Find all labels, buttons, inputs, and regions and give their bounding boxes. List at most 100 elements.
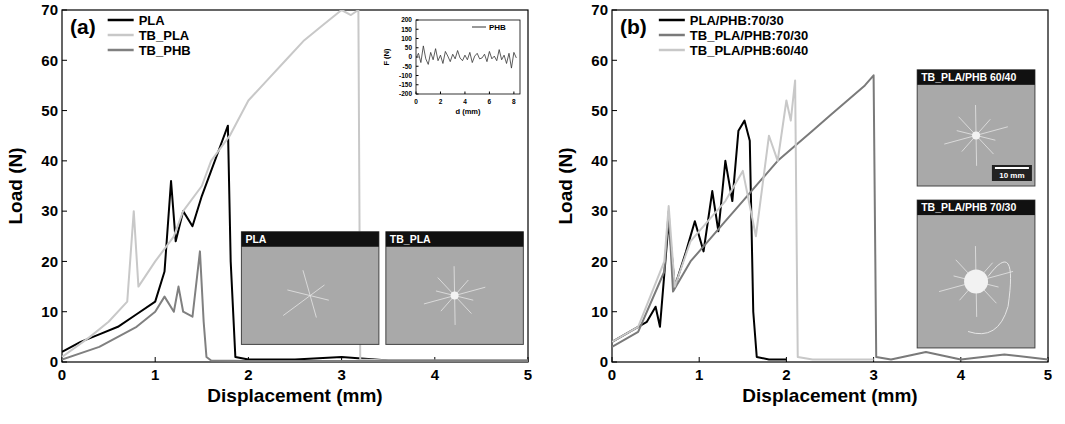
x-tick-label: 4 [463, 98, 467, 105]
y-tick-label: 70 [41, 1, 58, 18]
impact-spot [451, 292, 459, 300]
x-axis-title: d (mm) [456, 107, 482, 116]
series-group [416, 46, 516, 68]
photo [917, 70, 1035, 186]
legend-swatch [108, 19, 134, 22]
crack [455, 287, 486, 295]
x-tick-label: 6 [488, 98, 492, 105]
y-tick [416, 66, 419, 67]
y-tick-label: 0 [50, 353, 58, 370]
y-tick-label: 50 [591, 102, 608, 119]
panel: 012345010203040506070Displacement (mm)Lo… [555, 1, 1052, 406]
legend-label: TB_PLA/PHB:60/40 [690, 43, 808, 58]
plot-frame [612, 10, 1048, 362]
y-tick [612, 362, 617, 363]
x-tick-label: 1 [151, 366, 159, 383]
crack [454, 266, 456, 295]
photo-inset: TB_PLA/PHB 60/40 10 mm [917, 70, 1035, 186]
y-axis-title: Load (N) [5, 147, 26, 224]
photo-label: TB_PLA/PHB 60/40 [921, 71, 1016, 83]
y-tick-label: 60 [41, 52, 58, 69]
inset-background [380, 15, 524, 119]
photo-inset: PLA [241, 232, 378, 345]
x-tick-label: 2 [782, 366, 790, 383]
x-tick [440, 92, 441, 95]
y-tick [612, 261, 617, 262]
legend-label: TB_PLA/PHB:70/30 [690, 28, 808, 43]
x-tick-label: 2 [439, 98, 443, 105]
legend-swatch [108, 34, 134, 37]
y-tick-label: 70 [591, 1, 608, 18]
panel: 012345010203040506070Displacement (mm)Lo… [5, 1, 532, 406]
crack [968, 262, 1010, 334]
x-tick [513, 92, 514, 95]
y-tick [416, 20, 419, 21]
y-tick [416, 38, 419, 39]
y-tick [416, 84, 419, 85]
x-tick [699, 357, 700, 362]
crack [310, 285, 324, 296]
y-tick [62, 110, 67, 111]
y-tick [612, 110, 617, 111]
y-tick-label: 0 [600, 353, 608, 370]
inset-chart: 02468-200-150-100-50050100150200d (mm)F … [380, 15, 524, 119]
scale-label: 10 mm [999, 171, 1024, 180]
x-tick-label: 4 [431, 366, 440, 383]
impact-spot [964, 270, 988, 294]
y-tick-label: -50 [403, 63, 413, 70]
x-tick [155, 357, 156, 362]
impact-spot [972, 131, 980, 139]
y-tick-label: 20 [591, 253, 608, 270]
photo [241, 232, 378, 345]
x-tick-label: 3 [869, 366, 877, 383]
photo [917, 200, 1035, 348]
y-tick-label: -150 [399, 81, 412, 88]
x-axis-title: Displacement (mm) [207, 385, 382, 406]
series-group [62, 10, 528, 361]
y-tick-label: 40 [591, 152, 608, 169]
x-tick [489, 92, 490, 95]
scale-bar [995, 167, 1029, 169]
photo-inset: TB_PLA [386, 232, 523, 345]
y-tick [62, 311, 67, 312]
legend-swatch [659, 49, 685, 52]
y-tick [612, 160, 617, 161]
panel-label: (a) [70, 15, 96, 38]
crack [944, 135, 976, 144]
crack [310, 296, 329, 301]
y-tick [416, 47, 419, 48]
panel-label: (b) [620, 15, 647, 38]
crack [310, 296, 316, 318]
x-tick-label: 0 [414, 98, 418, 105]
y-tick [612, 60, 617, 61]
y-tick-label: 60 [591, 52, 608, 69]
x-tick-label: 3 [337, 366, 345, 383]
series-line [612, 121, 786, 360]
crack [454, 296, 456, 325]
x-tick-label: 4 [957, 366, 966, 383]
x-tick-label: 1 [695, 366, 703, 383]
photo-header [386, 232, 523, 247]
y-tick-label: 10 [591, 303, 608, 320]
series-line [62, 10, 528, 360]
crack [975, 105, 977, 135]
photo-header [917, 70, 1035, 85]
y-tick [62, 362, 67, 363]
legend-swatch [659, 34, 685, 37]
y-tick [62, 160, 67, 161]
crack [976, 135, 978, 165]
y-tick-label: 50 [405, 44, 413, 51]
legend-label: PLA [139, 13, 166, 28]
y-tick [612, 10, 617, 11]
photo-label: PLA [245, 233, 266, 245]
crack [303, 270, 310, 295]
x-tick-label: 0 [608, 366, 616, 383]
photo-header [241, 232, 378, 247]
photo [386, 232, 523, 345]
y-tick-label: 30 [591, 202, 608, 219]
scale-box [992, 165, 1032, 181]
y-tick-label: -200 [399, 90, 412, 97]
y-axis-title: Load (N) [555, 147, 576, 224]
y-axis-title: F (N) [382, 48, 391, 66]
y-tick-label: 40 [41, 152, 58, 169]
